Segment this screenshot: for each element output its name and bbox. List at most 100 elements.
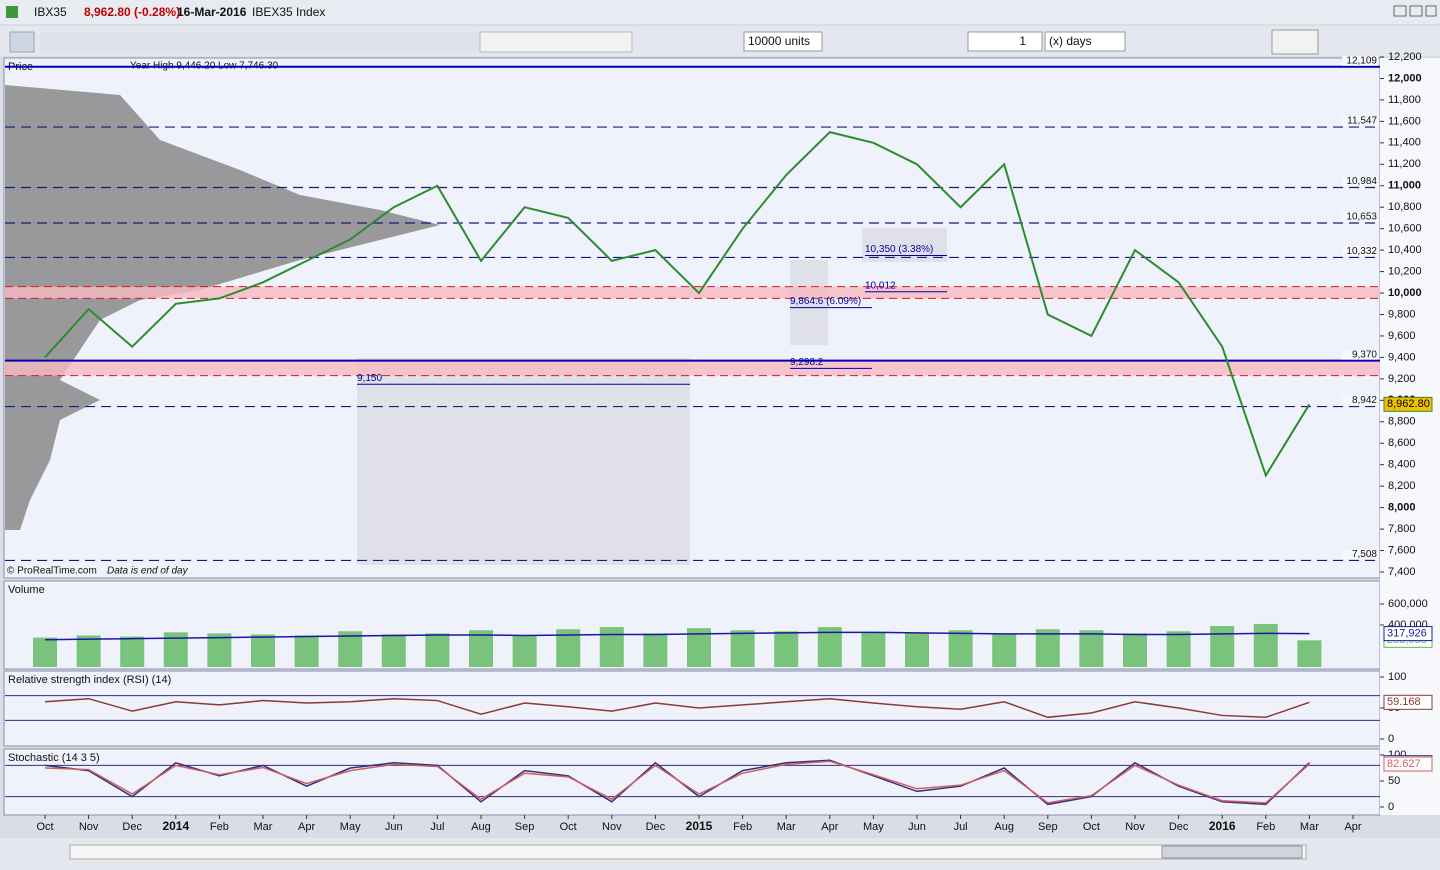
- app-icon: [6, 6, 18, 18]
- volume-bar: [294, 635, 319, 667]
- y-tick-label: 11,200: [1388, 158, 1421, 170]
- color-palette[interactable]: [479, 31, 633, 53]
- x-tick-label: Jul: [954, 821, 968, 833]
- level-label: 10,984: [1346, 176, 1377, 187]
- y-tick-label: 9,400: [1388, 351, 1416, 363]
- x-tick-label: Dec: [646, 821, 666, 833]
- x-tick-label: Mar: [1300, 821, 1319, 833]
- y-tick-label: 8,800: [1388, 416, 1416, 428]
- maximize-button[interactable]: [1409, 5, 1423, 17]
- level-label: 11,547: [1347, 116, 1377, 127]
- units-field[interactable]: [743, 31, 823, 52]
- y-tick-label: 9,200: [1388, 373, 1416, 385]
- y-tick-label: 8,200: [1388, 480, 1416, 492]
- y-tick-label: 7,400: [1388, 566, 1416, 578]
- quote: 8,962.80 (-0.28%): [84, 5, 180, 19]
- x-tick-label: Dec: [1169, 821, 1189, 833]
- volume-bar: [1166, 631, 1191, 667]
- y-tick-label: 50: [1388, 775, 1400, 787]
- tool-button[interactable]: [9, 31, 35, 53]
- units-value: 10000 units: [748, 34, 810, 48]
- x-tick-label: Mar: [777, 821, 796, 833]
- tool-strip[interactable]: [40, 32, 480, 52]
- volume-bar: [1210, 626, 1235, 667]
- y-tick-label: 10,600: [1388, 223, 1422, 235]
- shaded-region: [862, 228, 947, 262]
- x-tick-label: Jun: [908, 821, 926, 833]
- x-tick-label: May: [863, 821, 884, 833]
- level-label-bg: [1342, 211, 1378, 222]
- y-tick-label: 8,000: [1388, 502, 1416, 514]
- level-label-bg: [1342, 246, 1378, 257]
- volume-bar: [1123, 633, 1147, 667]
- volume-bar: [643, 633, 668, 667]
- x-tick-label: Feb: [1256, 821, 1275, 833]
- x-tick-label: Jul: [430, 821, 444, 833]
- scroll-thumb[interactable]: [1161, 845, 1303, 859]
- volume-bar: [251, 634, 275, 667]
- scrollbar[interactable]: [69, 844, 1307, 860]
- series-line: [44, 631, 1310, 641]
- x-tick-label: 2015: [686, 819, 713, 833]
- y-tick-label: 11,400: [1388, 137, 1421, 149]
- count-field[interactable]: [967, 31, 1043, 52]
- annotation-label: 9,864.6 (6.09%): [790, 296, 861, 307]
- period-field[interactable]: [1044, 31, 1126, 52]
- x-tick-label: Oct: [1083, 821, 1100, 833]
- value-label: 59.168: [1387, 696, 1421, 708]
- price-panel: [3, 57, 1381, 579]
- x-tick-label: Aug: [994, 821, 1014, 833]
- annotation-label: 9,150: [357, 373, 382, 384]
- series-line: [44, 130, 1311, 478]
- y-tick-label: 10,400: [1388, 244, 1422, 256]
- y-tick-label: 10,000: [1388, 287, 1422, 299]
- shaded-region: [357, 358, 690, 565]
- value-label: 8,962.80: [1387, 398, 1430, 410]
- value-label-box: [1383, 626, 1433, 642]
- x-tick-label: Feb: [733, 821, 752, 833]
- close-button[interactable]: [1425, 5, 1437, 17]
- volume-bar: [1297, 640, 1322, 667]
- volume-bar: [1079, 630, 1104, 667]
- title-bar: [0, 0, 1440, 24]
- level-label-bg: [1342, 549, 1378, 560]
- annotation-label: 10,350 (3.38%): [865, 244, 933, 255]
- drawing-tools[interactable]: [9, 31, 633, 53]
- series-line: [44, 697, 1310, 719]
- level-label: 12,109: [1346, 55, 1377, 66]
- level-label-bg: [1342, 176, 1378, 187]
- volume-bar: [512, 635, 537, 667]
- volume-bar: [381, 634, 406, 667]
- volume-profile: [5, 85, 440, 530]
- value-label: 82.627: [1387, 758, 1421, 770]
- volume-bar: [425, 633, 450, 667]
- volume-bar: [861, 632, 886, 667]
- support-zone: [5, 286, 1380, 299]
- x-tick-label: Nov: [602, 821, 622, 833]
- period-value: (x) days: [1049, 34, 1092, 48]
- value-label-box: [1383, 756, 1433, 772]
- level-label: 10,653: [1346, 212, 1377, 223]
- chart-type-button[interactable]: [1271, 29, 1319, 55]
- x-tick-label: Apr: [298, 821, 315, 833]
- x-tick-label: Jun: [385, 821, 403, 833]
- y-tick-label: 11,600: [1388, 115, 1421, 127]
- volume-bar: [76, 635, 101, 667]
- volume-bar: [469, 630, 493, 667]
- volume-bar: [905, 633, 929, 667]
- price-axis-area: [1380, 58, 1440, 815]
- x-tick-label: 2016: [1209, 819, 1236, 833]
- annotation-label: 10,012: [865, 280, 896, 291]
- date: 16-Mar-2016: [177, 5, 247, 19]
- rsi-panel: [3, 670, 1381, 747]
- panel-title: Stochastic (14 3 5): [8, 752, 100, 764]
- y-tick-label: 11,800: [1388, 94, 1421, 106]
- shaded-region: [790, 260, 828, 345]
- value-label-box: [1383, 694, 1433, 710]
- volume-bar: [1253, 623, 1278, 667]
- level-label: 9,370: [1352, 349, 1377, 360]
- x-tick-label: Apr: [1344, 821, 1361, 833]
- minimize-button[interactable]: [1393, 5, 1407, 17]
- level-label-bg: [1342, 349, 1378, 360]
